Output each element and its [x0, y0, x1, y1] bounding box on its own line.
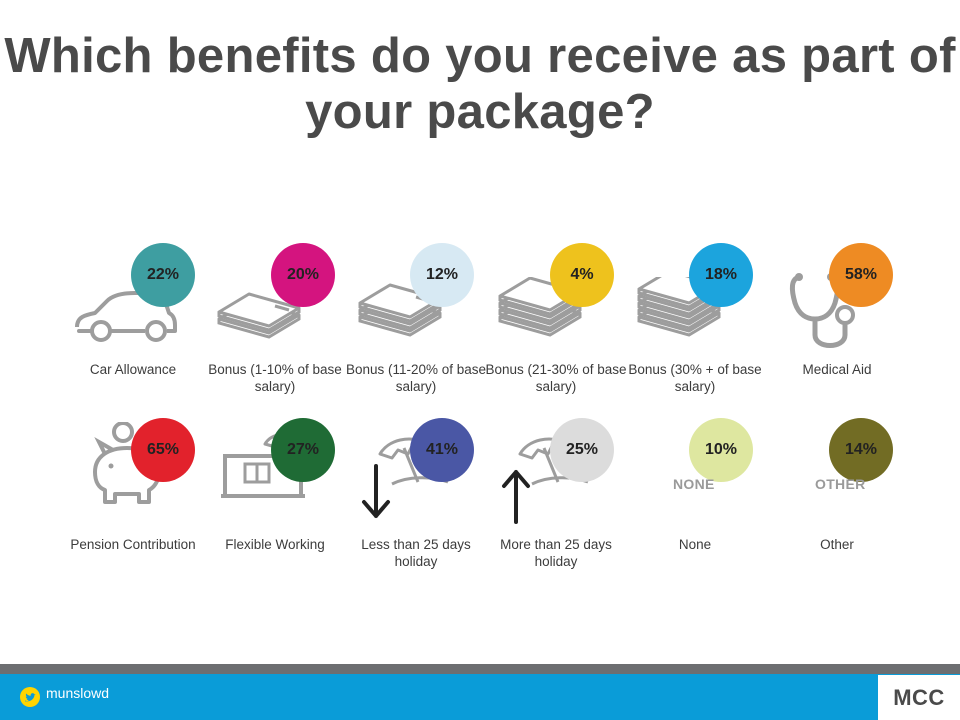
percent-circle: 20%	[271, 243, 335, 307]
footer: munslowd	[0, 674, 960, 720]
benefit-label: Bonus (11-20% of base salary)	[345, 362, 487, 394]
percent-circle: 25%	[550, 418, 614, 482]
percent-value: 20%	[286, 266, 320, 283]
percent-circle: 18%	[689, 243, 753, 307]
percent-circle: 27%	[271, 418, 335, 482]
benefit-item: 14% OTHER Other	[772, 418, 922, 588]
cash-stack-icon	[215, 279, 315, 354]
benefit-label: More than 25 days holiday	[500, 537, 612, 569]
benefit-label: Less than 25 days holiday	[361, 537, 471, 569]
footer-divider	[0, 664, 960, 674]
mcc-logo: MCC	[878, 675, 960, 720]
percent-circle: 22%	[131, 243, 195, 307]
percent-value: 25%	[565, 441, 599, 458]
benefit-item: 65% Pension Contribution	[68, 418, 218, 588]
other-text: OTHER	[815, 476, 866, 492]
percent-value: 10%	[704, 441, 738, 458]
percent-value: 27%	[286, 441, 320, 458]
benefit-item: 12% Bonus (11-20% of base salary)	[346, 243, 501, 413]
percent-value: 22%	[146, 266, 180, 283]
benefit-label: Bonus (1-10% of base salary)	[208, 362, 342, 394]
benefit-item: 18% Bonus (30% + of base salary)	[628, 243, 780, 413]
page-title: Which benefits do you receive as part of…	[4, 29, 956, 139]
percent-circle: 58%	[829, 243, 893, 307]
benefit-item: 22% Car Allowance	[68, 243, 218, 413]
benefit-item: 41% Less than 25 days holiday	[351, 418, 501, 588]
benefit-label: Other	[820, 537, 854, 552]
percent-circle: 14%	[829, 418, 893, 482]
benefit-label: Bonus (21-30% of base salary)	[485, 362, 627, 394]
twitter-icon	[20, 687, 40, 707]
percent-value: 12%	[425, 266, 459, 283]
twitter-handle: munslowd	[46, 685, 110, 701]
benefit-label: Pension Contribution	[70, 537, 196, 552]
benefit-item: 25% More than 25 days holiday	[491, 418, 641, 588]
benefit-item: 20% Bonus (1-10% of base salary)	[208, 243, 360, 413]
percent-value: 58%	[844, 266, 878, 283]
percent-value: 18%	[704, 266, 738, 283]
percent-value: 41%	[425, 441, 459, 458]
percent-circle: 4%	[550, 243, 614, 307]
benefit-item: 27% Flexible Working	[210, 418, 360, 588]
benefit-item: 4% Bonus (21-30% of base salary)	[485, 243, 641, 413]
none-text: NONE	[673, 476, 715, 492]
car-icon	[71, 287, 181, 352]
benefit-label: Medical Aid	[802, 362, 872, 377]
percent-value: 14%	[844, 441, 878, 458]
percent-value: 4%	[570, 266, 594, 283]
percent-circle: 12%	[410, 243, 474, 307]
percent-circle: 41%	[410, 418, 474, 482]
percent-value: 65%	[146, 441, 180, 458]
logo-text: MCC	[893, 685, 945, 710]
benefit-item: 58% Medical Aid	[772, 243, 922, 413]
benefit-label: Flexible Working	[225, 537, 325, 552]
benefit-label: None	[678, 537, 712, 552]
benefit-item: 10% NONE None	[630, 418, 780, 588]
benefit-label: Bonus (30% + of base salary)	[628, 362, 762, 394]
percent-circle: 10%	[689, 418, 753, 482]
benefit-label: Car Allowance	[89, 362, 177, 377]
percent-circle: 65%	[131, 418, 195, 482]
